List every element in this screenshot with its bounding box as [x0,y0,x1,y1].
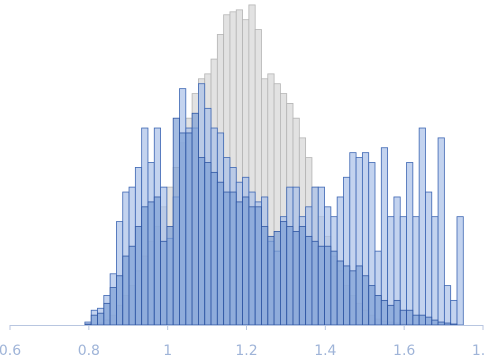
x-tick-label: 1.6 [393,343,415,359]
histogram-bar [116,275,124,326]
x-tick-label: 0.6 [0,343,21,359]
histogram-bar [141,206,149,326]
histogram-bar [128,245,136,326]
histogram-bar [172,117,180,326]
histogram-bar [374,295,382,326]
histogram-bar [368,285,376,326]
histogram-bar [317,245,325,326]
histogram-bar [437,137,445,326]
histogram-bar [418,314,426,326]
histogram-bar [292,231,300,326]
histogram-bar [361,275,370,326]
histogram-bar [305,235,313,326]
histogram-bar [393,299,401,326]
histogram-bar [166,226,174,326]
histogram-bar [431,216,439,326]
histogram-bar [103,302,111,326]
histogram-bar [456,216,464,326]
histogram-bar [273,231,281,326]
histogram-bar [418,127,426,326]
histogram-bar [134,226,143,326]
histogram-bar [261,226,269,326]
histogram-bar [229,191,237,326]
histogram-bar [330,250,338,326]
histogram-bar [355,265,363,326]
histogram-bar [311,240,319,326]
histogram-bar [450,323,458,326]
histogram-bar [223,191,231,326]
histogram-bar [412,216,420,326]
histogram-bar [216,181,225,326]
histogram-bar [380,299,389,326]
histogram-bar [279,221,288,326]
x-tick-label: 1.2 [235,343,257,359]
histogram-bar [179,132,187,326]
histogram-bar [336,260,344,326]
histogram-bar [286,226,294,326]
histogram-bar [242,196,250,326]
histogram-bar [153,196,161,326]
histogram-bar [235,201,243,326]
histogram-bar [204,162,212,326]
histogram-bar [349,270,357,326]
histogram-bar [450,299,458,326]
histogram-bar [254,206,262,326]
histogram-bar [425,191,433,326]
histogram-bar [267,235,275,326]
histogram-bar [324,245,332,326]
histogram-bar [122,255,130,326]
histogram-bar [84,323,92,326]
histogram-bar [90,314,98,326]
x-tick-label: 1.8 [472,343,484,359]
histogram-bar [298,226,307,326]
histogram-bar [210,171,218,326]
histogram-bar [147,201,155,326]
histogram-bar [191,112,199,326]
histogram-bar [412,314,420,326]
x-tick-label: 0.8 [78,343,100,359]
histogram-bar [109,287,117,326]
histogram-bar [399,309,407,326]
x-tick-label: 1.4 [314,343,336,359]
histogram-bar [198,157,206,326]
histogram-bar [248,206,256,326]
histogram-bar [387,304,395,326]
histogram-bar [437,321,445,326]
histogram-bar [380,147,389,326]
x-tick-label: 1 [163,343,172,359]
histogram-bar [185,132,193,326]
histogram-bar [399,216,407,326]
histogram-bar [443,285,452,326]
histogram-bar [443,322,452,326]
histogram-bar [97,312,105,326]
histogram-bar [406,162,414,326]
histogram-bar [425,316,433,326]
histogram-bar [431,319,439,326]
histogram-bar [160,240,168,326]
histogram-bar [343,265,351,326]
histogram-bar [406,309,414,326]
